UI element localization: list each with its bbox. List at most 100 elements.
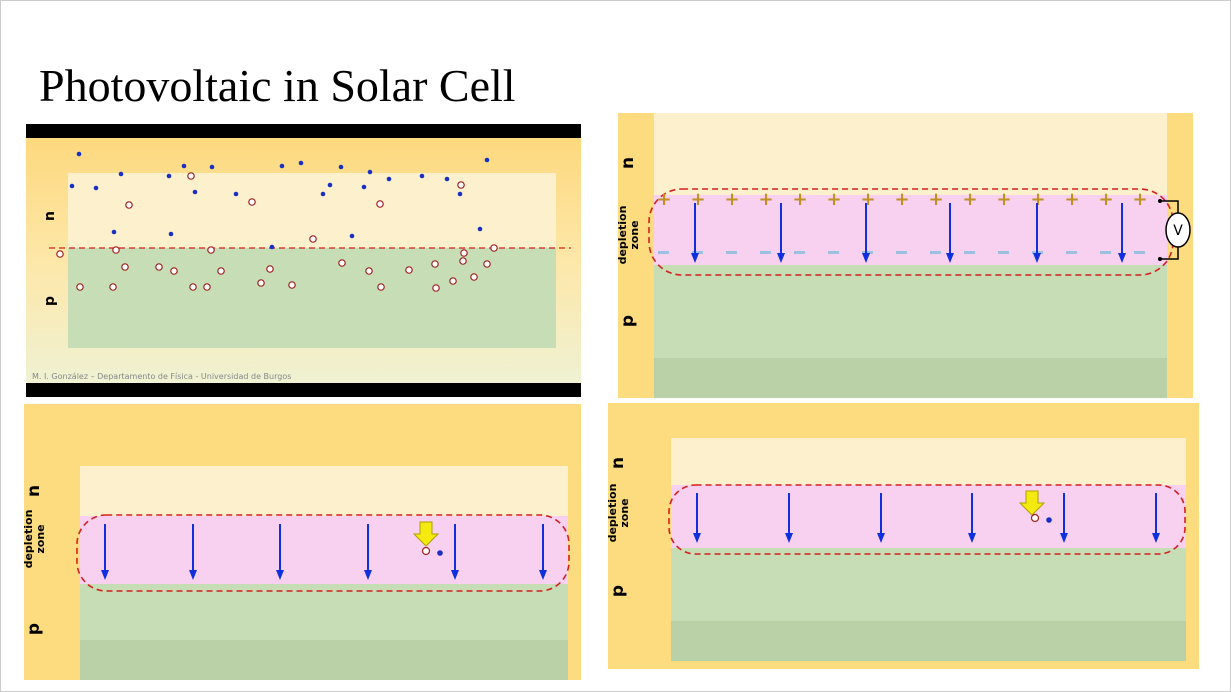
zone-label: zone [628,220,641,249]
electron [484,157,490,163]
negative-charge [896,251,907,254]
electron [338,164,344,170]
hole [121,263,129,271]
depletion-label: depletion [24,510,35,569]
field-arrowhead [1152,533,1160,543]
field-arrowhead [451,570,459,580]
positive-charge: + [690,189,705,210]
hole [490,244,498,252]
electron [419,173,425,179]
p-label: p [608,585,628,597]
hole [109,283,117,291]
hole [112,246,120,254]
electron [361,184,367,190]
hole [170,267,178,275]
depletion-zone-boundary [668,484,1186,555]
hole [376,200,384,208]
photon-absorption-diagram-2: n p depletion zone [608,403,1199,669]
electron [279,163,285,169]
field-arrowhead [1033,253,1041,263]
n-label: n [24,485,44,497]
positive-charge: + [962,189,977,210]
hole [377,283,385,291]
depletion-label: depletion [608,484,619,543]
hole [257,279,265,287]
field-arrowhead [946,253,954,263]
hole [421,546,431,556]
hole [187,172,195,180]
hole [405,266,413,274]
terminal [1158,257,1162,261]
slide-title: Photovoltaic in Solar Cell [39,60,516,111]
negative-charge [1066,251,1077,254]
field-arrowhead [1118,253,1126,263]
electron [386,176,392,182]
hole [431,260,439,268]
photon-absorption-diagram-1: n p depletion zone [24,404,581,680]
field-arrowhead [364,570,372,580]
hole [266,265,274,273]
electron [320,191,326,197]
field-arrowhead [968,533,976,543]
electron [166,173,172,179]
n-label: n [618,157,638,169]
hole [457,181,465,189]
negative-charge [1100,251,1111,254]
negative-charge [1134,251,1145,254]
electron [457,191,463,197]
electron [437,550,443,556]
field-arrowhead [101,570,109,580]
hole [459,257,467,265]
field-arrowhead [189,570,197,580]
electron [76,151,82,157]
positive-charge: + [656,189,671,210]
electron [269,244,275,250]
electron [93,185,99,191]
photon-arrow-icon [412,521,440,547]
positive-charge: + [826,189,841,210]
negative-charge [998,251,1009,254]
electron [1046,517,1052,523]
credit-text: M. I. González – Departamento de Física … [32,372,291,381]
electron [192,189,198,195]
electron [298,160,304,166]
field-arrowhead [785,533,793,543]
negative-charge [726,251,737,254]
depletion-zone-boundary [648,188,1174,276]
electron [367,169,373,175]
hole [203,283,211,291]
positive-charge: + [860,189,875,210]
hole [309,235,317,243]
hole [125,201,133,209]
electron [209,164,215,170]
positive-charge: + [758,189,773,210]
hole [470,273,478,281]
hole [483,260,491,268]
hole [432,284,440,292]
field-arrowhead [276,570,284,580]
positive-charge: + [894,189,909,210]
positive-charge: + [724,189,739,210]
negative-charge [862,251,873,254]
pn-junction-carriers-diagram: n p M. I. González – Departamento de Fís… [26,124,581,397]
zone-label: zone [34,524,47,553]
hole [248,198,256,206]
electron [69,183,75,189]
p-label: p [42,296,58,306]
field-arrowhead [1060,533,1068,543]
positive-charge: + [928,189,943,210]
p-label: p [24,623,44,635]
electron [444,176,450,182]
n-label: n [608,457,628,469]
field-arrowhead [539,570,547,580]
positive-charge: + [792,189,807,210]
field-arrowhead [693,533,701,543]
hole [76,283,84,291]
hole [288,281,296,289]
electron [118,171,124,177]
electron [327,182,333,188]
hole [1030,513,1040,523]
positive-charge: + [1132,189,1147,210]
